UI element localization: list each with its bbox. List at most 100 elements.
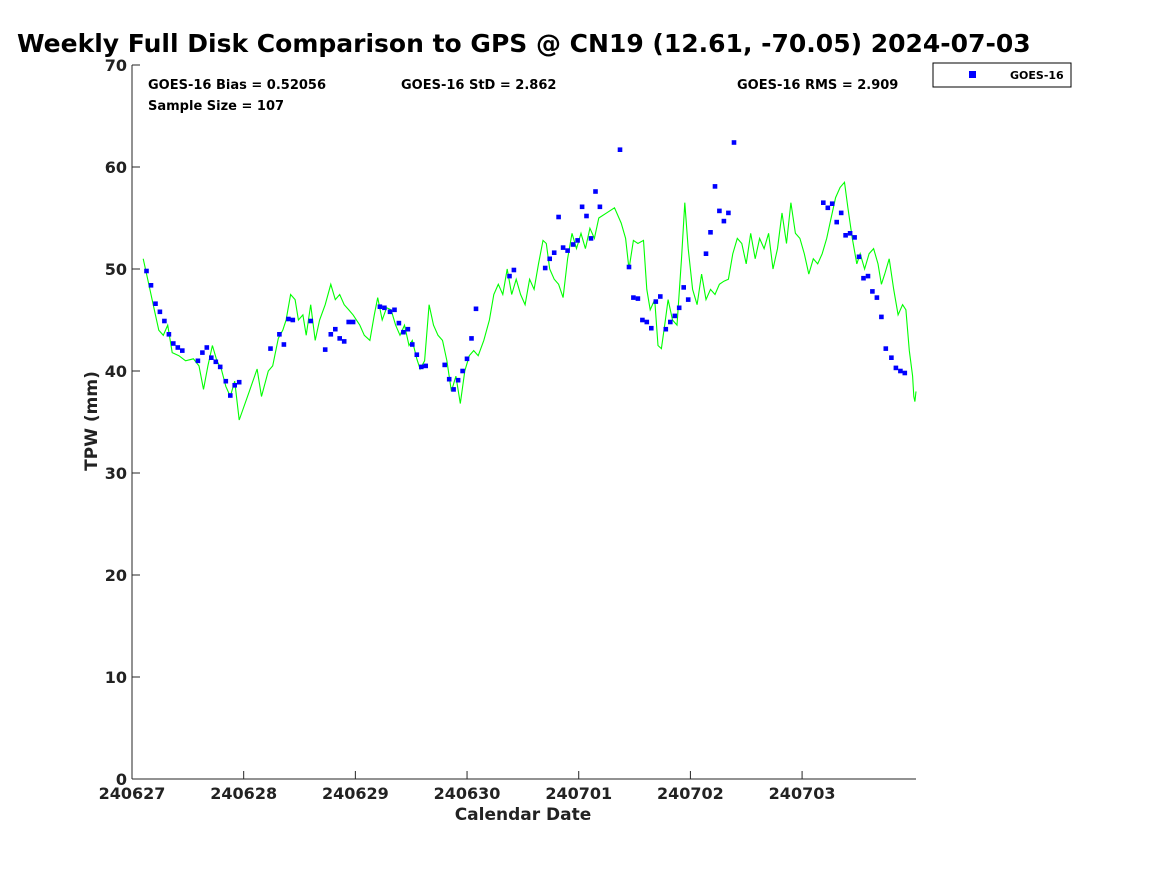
goes-16-point	[328, 332, 334, 337]
goes-16-point	[396, 320, 402, 326]
goes-16-point	[446, 376, 452, 382]
goes-16-point	[668, 319, 673, 325]
goes-16-point	[825, 205, 831, 211]
y-axis-label: TPW (mm)	[82, 371, 102, 471]
goes-16-point	[902, 370, 908, 376]
goes-16-point	[588, 236, 594, 241]
goes-16-point	[410, 342, 415, 347]
goes-16-point	[838, 210, 844, 216]
goes-16-point	[346, 319, 351, 325]
axes: 0 10 20 30 40 50 60 70 240627 240628 240629 240630 2…	[99, 56, 916, 803]
goes-16-point	[414, 352, 420, 357]
goes-16-point	[575, 238, 580, 243]
goes-16-point	[640, 317, 645, 323]
goes-16-point	[473, 306, 479, 312]
goes-16-point	[228, 393, 233, 398]
rms-annotation: GOES-16 RMS = 2.909	[737, 78, 898, 93]
goes-16-point	[442, 362, 447, 368]
goes-16-point	[597, 204, 603, 210]
goes-16-point	[565, 248, 570, 253]
goes-16-point	[268, 346, 273, 351]
goes-16-point	[879, 314, 884, 320]
goes-16-point	[195, 358, 201, 364]
goes-16-point	[731, 140, 737, 145]
goes-16-point	[171, 341, 176, 346]
goes-16-point	[889, 355, 894, 360]
goes-16-point	[507, 273, 512, 279]
goes-16-point	[337, 336, 342, 341]
goes-16-point	[861, 275, 866, 281]
x-tick-label: 240630	[434, 784, 501, 803]
goes-16-series	[144, 140, 908, 398]
goes-16-point	[387, 309, 393, 315]
y-tick-label: 40	[105, 362, 127, 381]
goes-16-point	[204, 345, 210, 350]
goes-16-point	[290, 317, 296, 323]
goes-16-point	[200, 350, 205, 355]
goes-16-point	[382, 305, 387, 311]
goes-16-point	[217, 364, 223, 370]
goes-16-point	[829, 201, 835, 206]
goes-16-point	[843, 233, 848, 238]
y-tick-label: 10	[105, 668, 127, 687]
goes-16-point	[883, 346, 889, 351]
goes-16-point	[556, 214, 561, 220]
goes-16-point	[148, 283, 154, 288]
goes-16-point	[223, 378, 229, 384]
goes-16-point	[644, 319, 650, 325]
x-tick-label: 240703	[769, 784, 836, 803]
goes-16-point	[834, 219, 839, 225]
goes-16-point	[401, 329, 406, 335]
goes-16-point	[405, 326, 411, 332]
goes-16-point	[617, 147, 623, 152]
gps-series	[142, 181, 917, 421]
goes-16-point	[626, 264, 632, 270]
goes-16-point	[717, 208, 722, 214]
x-axis-label: Calendar Date	[455, 805, 592, 825]
goes-16-point	[511, 267, 517, 273]
goes-16-point	[341, 339, 347, 344]
goes-16-point	[708, 230, 713, 235]
y-tick-label: 60	[105, 158, 127, 177]
legend-goes-16-label: GOES-16	[1010, 69, 1064, 82]
chart-title: Weekly Full Disk Comparison to GPS @ CN1…	[17, 29, 1031, 58]
goes-16-point	[308, 318, 313, 324]
sample-size-annotation: Sample Size = 107	[148, 99, 284, 114]
y-tick-label: 0	[116, 770, 127, 789]
goes-16-point	[157, 309, 163, 315]
std-annotation: GOES-16 StD = 2.862	[401, 78, 556, 93]
goes-16-point	[635, 296, 641, 301]
goes-16-point	[286, 316, 291, 322]
x-tick-label: 240627	[99, 784, 166, 803]
goes-16-point	[649, 325, 654, 331]
goes-16-point	[162, 318, 167, 324]
goes-16-point	[663, 326, 669, 332]
y-tick-label: 50	[105, 260, 127, 279]
goes-16-point	[175, 345, 181, 350]
goes-16-point	[631, 295, 636, 300]
goes-16-point	[874, 295, 880, 300]
goes-16-point	[870, 289, 875, 294]
goes-16-point	[281, 342, 287, 347]
goes-16-point	[703, 251, 709, 256]
goes-16-point	[469, 336, 474, 341]
goes-16-point	[460, 368, 465, 374]
goes-16-point	[236, 379, 242, 385]
goes-16-point	[865, 273, 871, 279]
goes-16-point	[821, 200, 826, 205]
goes-16-point	[653, 299, 659, 304]
goes-16-point	[180, 348, 185, 353]
goes-16-point	[579, 204, 585, 210]
goes-16-point	[166, 332, 172, 337]
goes-16-point	[726, 210, 731, 216]
goes-16-point	[898, 368, 903, 374]
goes-16-point	[676, 305, 682, 311]
goes-16-point	[333, 326, 338, 332]
goes-16-point	[570, 242, 576, 247]
legend-goes-16-marker	[969, 71, 976, 78]
goes-16-point	[213, 359, 219, 365]
y-tick-label: 70	[105, 56, 127, 75]
goes-16-point	[392, 307, 397, 313]
goes-16-point	[658, 294, 663, 299]
goes-16-point	[232, 383, 237, 388]
